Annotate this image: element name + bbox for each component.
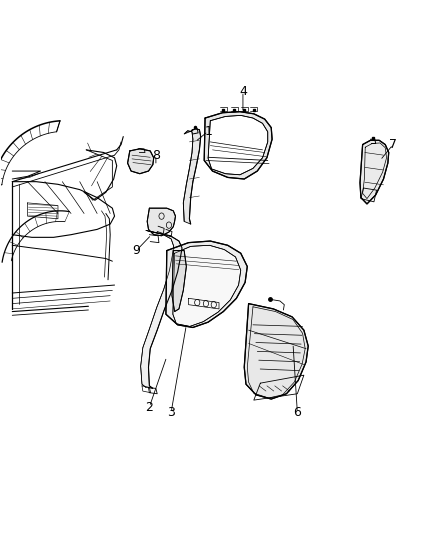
Polygon shape bbox=[204, 112, 272, 179]
Polygon shape bbox=[173, 245, 241, 326]
Text: 4: 4 bbox=[239, 85, 247, 98]
Text: 7: 7 bbox=[389, 138, 397, 151]
Polygon shape bbox=[141, 230, 182, 389]
Text: 9: 9 bbox=[132, 244, 140, 257]
Polygon shape bbox=[208, 115, 268, 175]
Polygon shape bbox=[360, 140, 389, 204]
Text: 2: 2 bbox=[145, 400, 153, 414]
Text: 3: 3 bbox=[167, 406, 175, 419]
Polygon shape bbox=[166, 241, 247, 327]
Text: 8: 8 bbox=[152, 149, 160, 161]
Polygon shape bbox=[244, 304, 308, 399]
Polygon shape bbox=[147, 208, 176, 236]
Text: 1: 1 bbox=[204, 125, 212, 138]
Text: 6: 6 bbox=[293, 406, 301, 419]
Polygon shape bbox=[127, 149, 154, 174]
Polygon shape bbox=[184, 128, 201, 224]
Polygon shape bbox=[172, 251, 186, 312]
